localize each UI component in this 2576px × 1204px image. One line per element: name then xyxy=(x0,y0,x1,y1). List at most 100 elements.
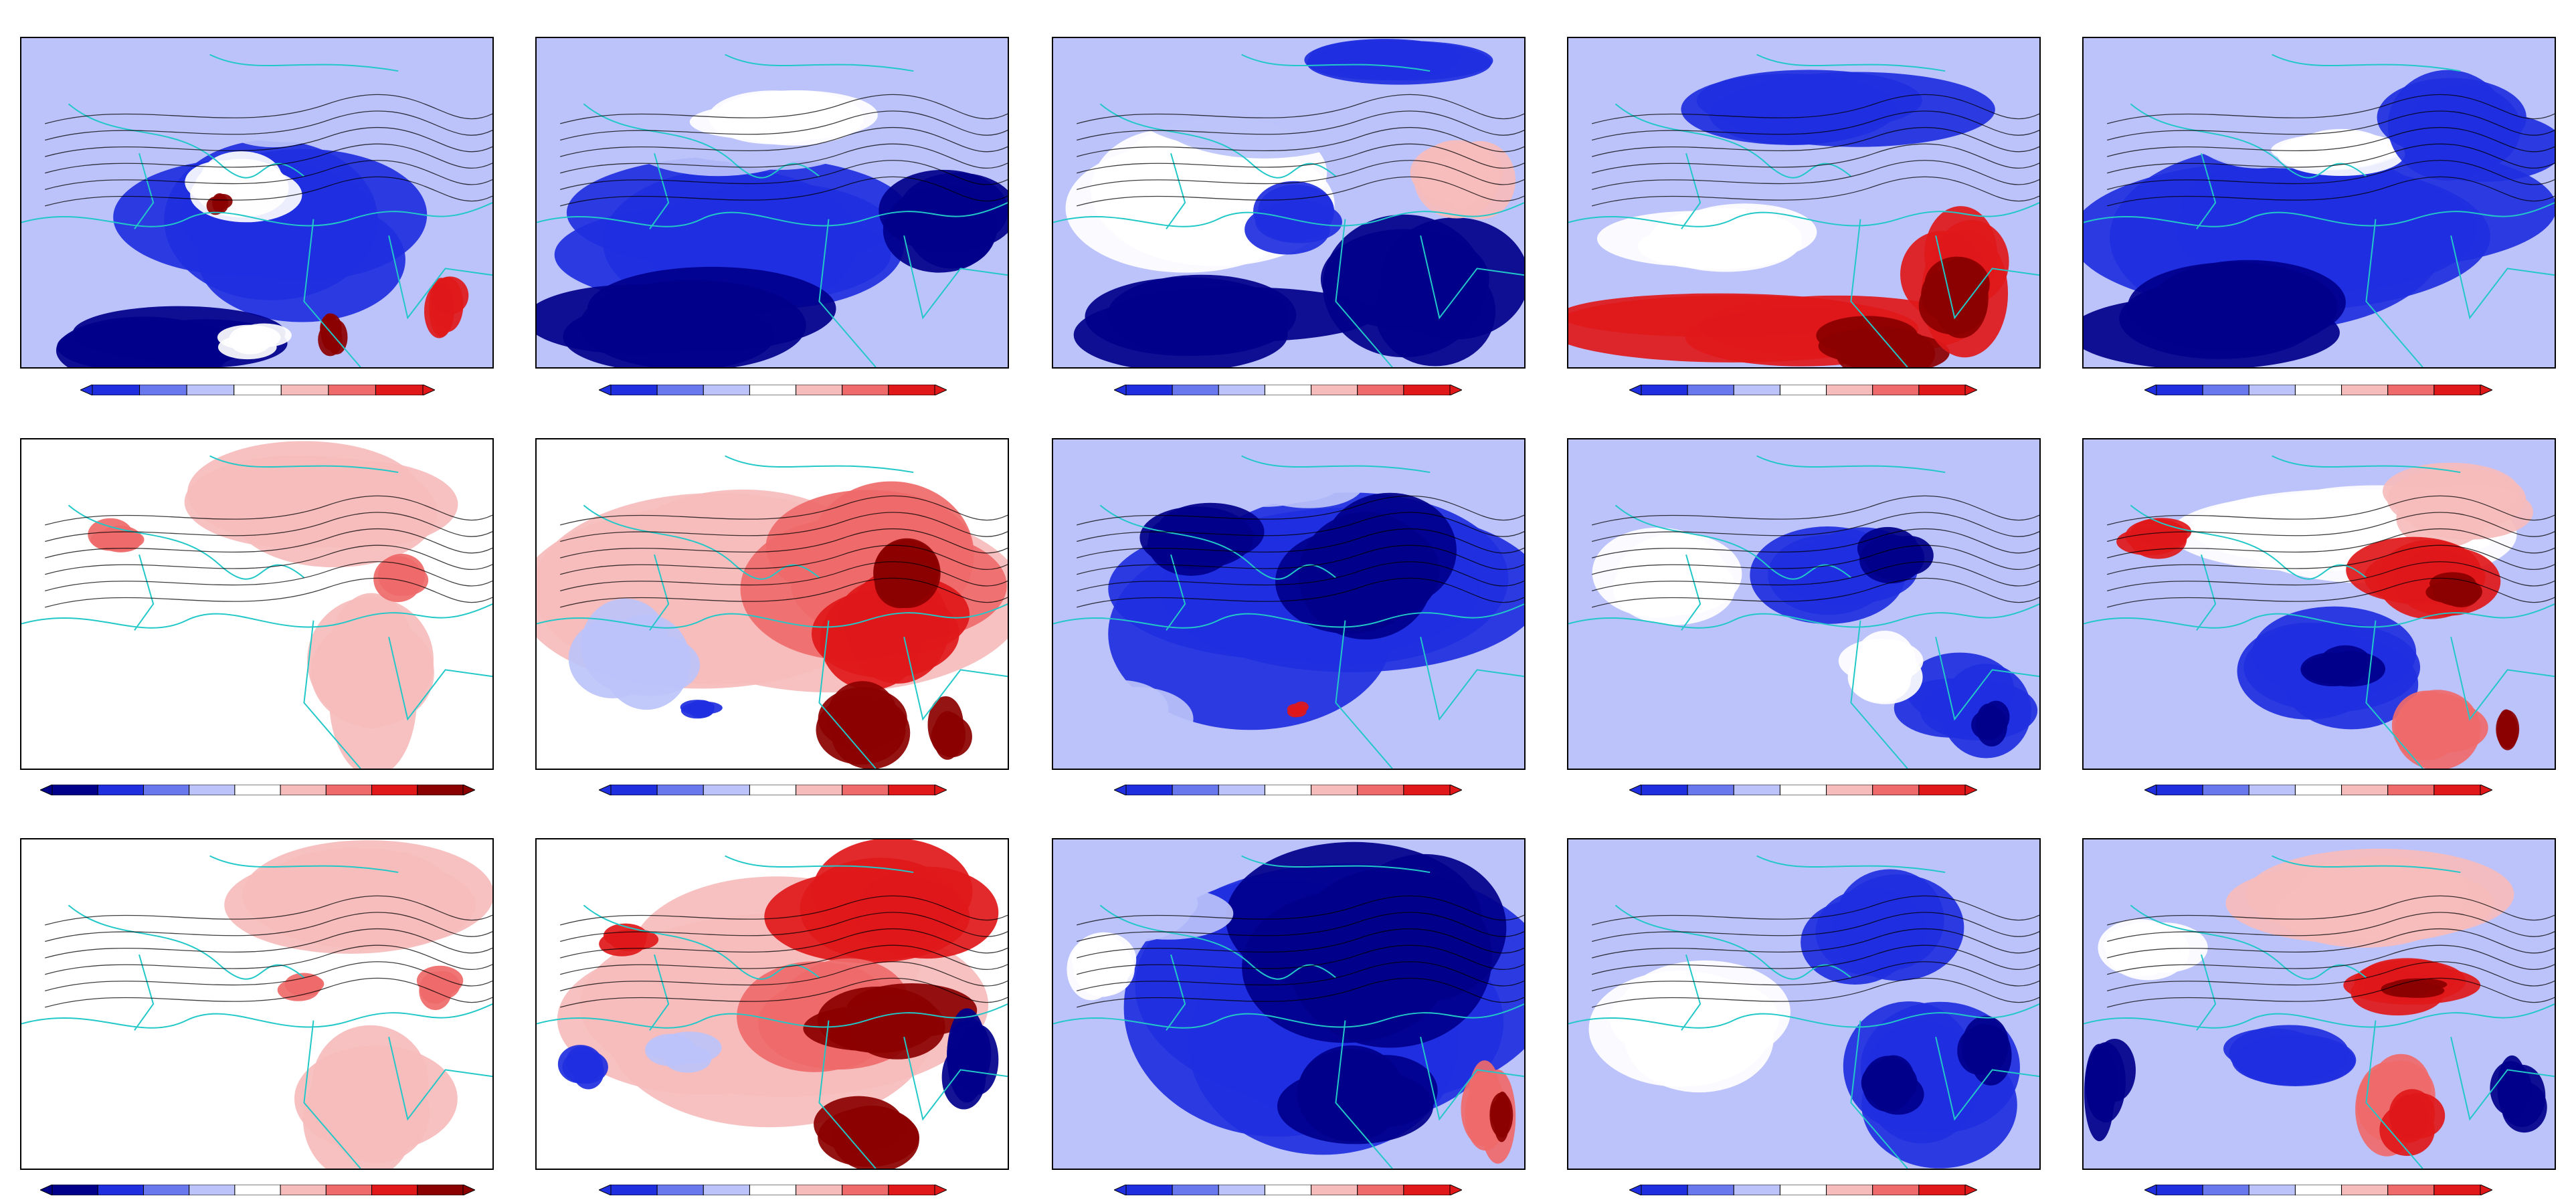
colorbar-segment xyxy=(1125,385,1173,395)
colorbar-r1c5 xyxy=(2144,385,2492,395)
field-region xyxy=(21,897,343,1163)
field-region xyxy=(1971,700,2010,746)
colorbar-segment xyxy=(1779,385,1827,395)
colorbar-r2c4 xyxy=(1629,785,1977,795)
colorbar-segment xyxy=(656,1185,704,1195)
map-panel-r2c1 xyxy=(20,438,494,770)
colorbar-segment xyxy=(703,785,750,795)
field-region xyxy=(1073,274,1376,367)
colorbar-segment xyxy=(1218,1185,1265,1195)
colorbar-extend-low xyxy=(2144,785,2157,795)
colorbar-r3c1 xyxy=(40,1185,475,1195)
colorbar-segment xyxy=(1779,785,1827,795)
map-field xyxy=(1053,38,1524,367)
colorbar-segment xyxy=(2433,385,2481,395)
colorbar-segment xyxy=(52,1185,98,1195)
colorbar-r3c4 xyxy=(1629,1185,1977,1195)
map-panel-r3c2 xyxy=(535,838,1009,1170)
field-region xyxy=(373,553,429,603)
colorbar-segment xyxy=(610,385,658,395)
colorbar-segment xyxy=(2156,785,2203,795)
map-field xyxy=(537,439,1008,769)
colorbar-segment xyxy=(2248,385,2296,395)
topography-contours xyxy=(2107,895,2555,1008)
colorbar-segment xyxy=(1826,1185,1873,1195)
colorbar-segment xyxy=(2294,385,2342,395)
field-region xyxy=(1060,879,1234,944)
coastline-lines xyxy=(1568,54,2039,367)
map-field xyxy=(1568,439,2039,769)
colorbar-segment xyxy=(1641,385,1688,395)
colorbar-r1c2 xyxy=(599,385,947,395)
colorbar-segment xyxy=(1641,785,1688,795)
field-region xyxy=(294,1025,458,1169)
colorbar-segment xyxy=(1918,385,1966,395)
map-field xyxy=(21,839,492,1169)
topography-contours xyxy=(1077,94,1524,207)
colorbar-segment xyxy=(703,385,750,395)
colorbar-extend-low xyxy=(1114,785,1127,795)
colorbar-segment xyxy=(2387,1185,2435,1195)
colorbar-segment xyxy=(2387,785,2435,795)
field-region xyxy=(1592,527,1742,625)
colorbar-segment xyxy=(328,385,376,395)
field-region xyxy=(2223,1025,2357,1087)
topography-contours xyxy=(1592,495,2039,608)
colorbar-extend-low xyxy=(599,1185,612,1195)
colorbar-r2c5 xyxy=(2144,785,2492,795)
field-region xyxy=(1139,502,1265,576)
colorbar-extend-low xyxy=(1114,1185,1127,1195)
field-region xyxy=(307,593,434,769)
colorbar-segment xyxy=(1311,1185,1358,1195)
topography-contours xyxy=(45,895,492,1008)
map-panel-r3c3 xyxy=(1052,838,1526,1170)
topography-contours xyxy=(1592,895,2039,1008)
colorbar-r2c2 xyxy=(599,785,947,795)
field-region xyxy=(1801,869,1964,985)
field-region xyxy=(2084,260,2346,367)
field-region xyxy=(1277,1045,1438,1144)
colorbar-r1c4 xyxy=(1629,385,1977,395)
colorbar-segment xyxy=(1872,1185,1920,1195)
field-region xyxy=(2084,1038,2136,1142)
colorbar-segment xyxy=(1641,1185,1688,1195)
colorbar-extend-low xyxy=(2144,385,2157,395)
field-region xyxy=(2300,645,2386,687)
field-region xyxy=(424,276,469,338)
colorbar-segment xyxy=(796,1185,843,1195)
colorbar-segment xyxy=(796,385,843,395)
field-region xyxy=(206,193,233,215)
map-field xyxy=(21,38,492,367)
colorbar-segment xyxy=(92,385,141,395)
colorbar-segment xyxy=(1733,385,1780,395)
colorbar-segment xyxy=(417,1185,464,1195)
colorbar-r1c3 xyxy=(1114,385,1462,395)
colorbar-segment xyxy=(186,385,235,395)
colorbar-segment xyxy=(1264,1185,1312,1195)
colorbar-segment xyxy=(97,785,144,795)
field-region xyxy=(2377,70,2555,182)
field-region xyxy=(1957,1015,2012,1086)
colorbar-segment xyxy=(189,785,236,795)
colorbar-extend-low xyxy=(599,385,612,395)
colorbar-segment xyxy=(234,1185,281,1195)
colorbar-extend-high xyxy=(934,785,947,795)
colorbar-segment xyxy=(2294,785,2342,795)
colorbar-extend-low xyxy=(1114,385,1127,395)
map-field xyxy=(2084,439,2555,769)
topography-contours xyxy=(560,495,1008,608)
field-region xyxy=(1838,630,1924,704)
field-region xyxy=(1410,140,1516,219)
field-region xyxy=(1245,181,1343,255)
colorbar-segment xyxy=(2433,1185,2481,1195)
colorbar-extend-high xyxy=(934,385,947,395)
colorbar-segment xyxy=(888,785,935,795)
field-region xyxy=(816,681,911,769)
field-region xyxy=(812,569,970,690)
colorbar-segment xyxy=(1125,1185,1173,1195)
colorbar-extend-low xyxy=(2144,1185,2157,1195)
colorbar-segment xyxy=(2433,785,2481,795)
coastline-lines xyxy=(1053,54,1524,367)
coastline-lines xyxy=(1053,855,1524,1169)
topography-contours xyxy=(560,94,1008,207)
